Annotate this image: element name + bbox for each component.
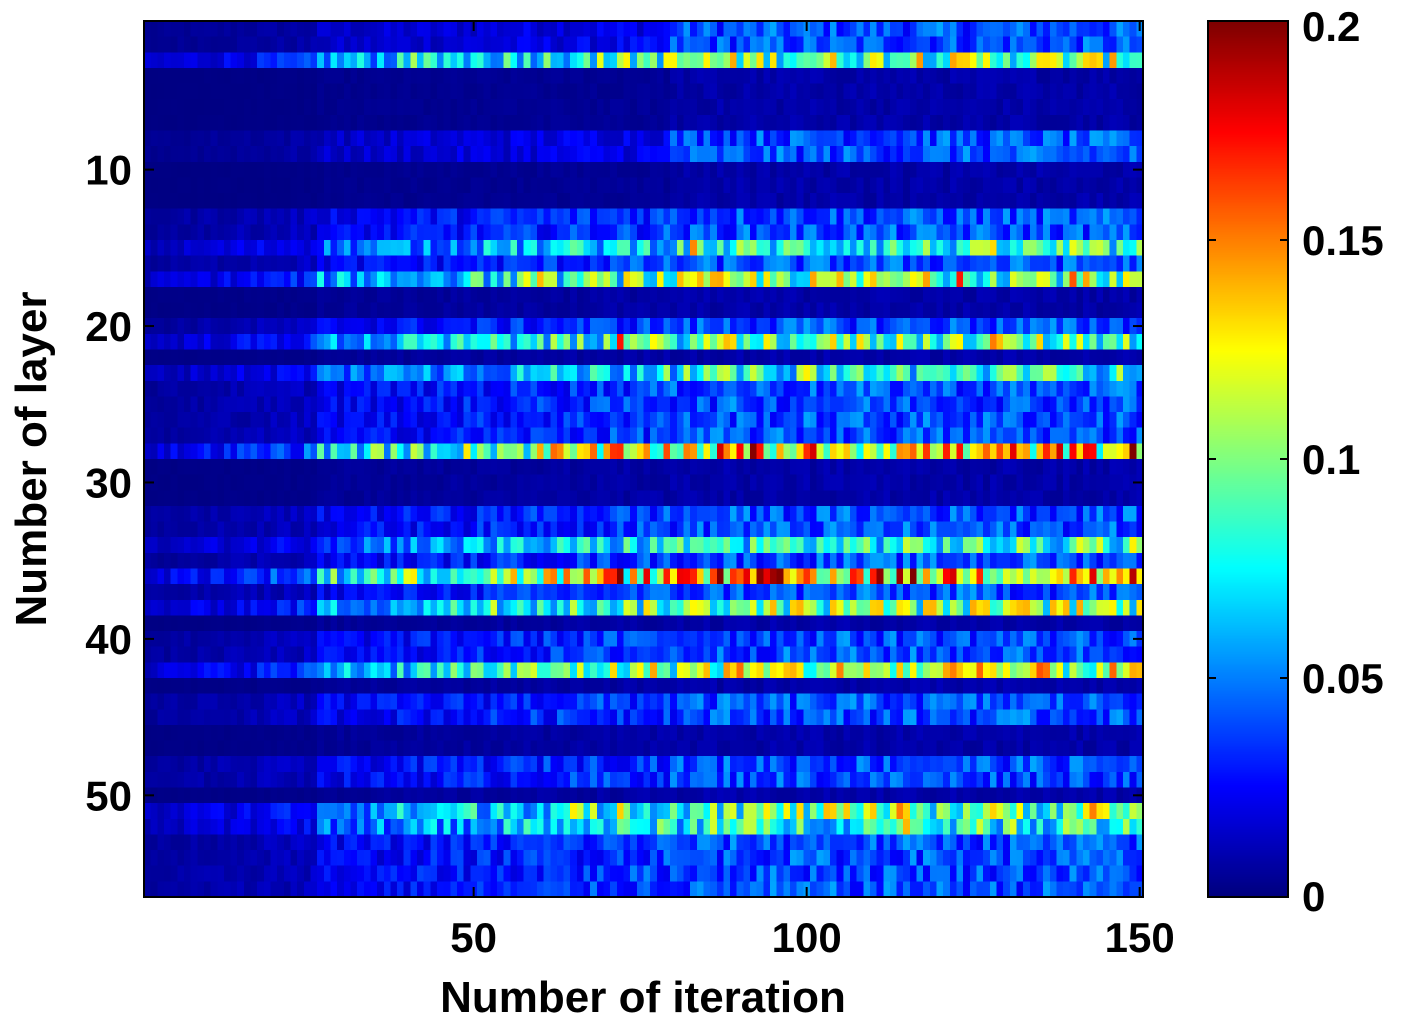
colorbar-tick-label: 0.05 — [1302, 655, 1384, 702]
x-tick-label: 100 — [772, 914, 842, 961]
colorbar — [1208, 21, 1288, 897]
colorbar-tick-label: 0.1 — [1302, 436, 1360, 483]
x-tick-label: 50 — [450, 914, 497, 961]
x-axis-ticks: 50 100 150 — [450, 21, 1175, 961]
y-tick-label: 50 — [85, 772, 132, 819]
y-tick-label: 20 — [85, 303, 132, 350]
y-tick-label: 40 — [85, 616, 132, 663]
colorbar-tick-label: 0.2 — [1302, 3, 1360, 50]
colorbar-tick-label: 0.15 — [1302, 217, 1384, 264]
y-tick-label: 10 — [85, 147, 132, 194]
axes-frame — [143, 20, 1289, 898]
colorbar-tick-label: 0 — [1302, 873, 1325, 920]
x-axis-label: Number of iteration — [440, 973, 846, 1022]
plot-frame — [143, 20, 1144, 898]
y-tick-label: 30 — [85, 459, 132, 506]
y-axis-label: Number of layer — [7, 292, 56, 627]
x-tick-label: 150 — [1105, 914, 1175, 961]
colorbar-frame — [1207, 20, 1289, 898]
colorbar-ticks: 0 0.05 0.1 0.15 0.2 — [1208, 3, 1384, 920]
y-axis-ticks: 10 20 30 40 50 — [85, 147, 1143, 819]
heatmap-plot-area — [144, 21, 1143, 897]
